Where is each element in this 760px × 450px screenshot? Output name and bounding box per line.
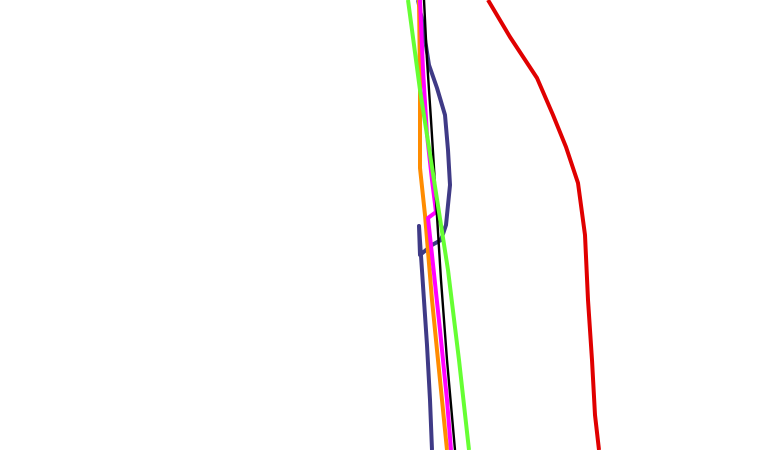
series-layer	[406, 0, 601, 450]
series-line-6	[406, 0, 471, 450]
series-line-2	[416, 0, 452, 450]
series-line-4	[418, 0, 453, 450]
series-line-1	[486, 0, 601, 450]
